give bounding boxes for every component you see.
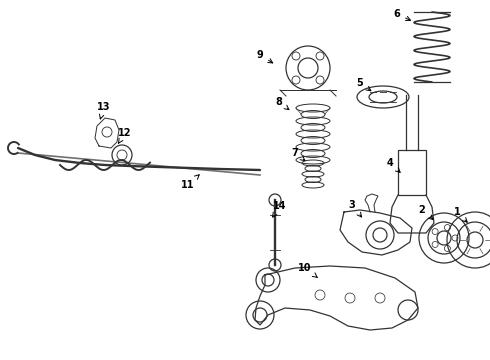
Bar xyxy=(398,150,426,195)
Text: 14: 14 xyxy=(272,201,287,217)
Text: 8: 8 xyxy=(275,97,289,110)
Text: 4: 4 xyxy=(387,158,400,172)
Text: 10: 10 xyxy=(298,263,317,278)
Text: 11: 11 xyxy=(181,175,199,190)
Text: 1: 1 xyxy=(454,207,467,222)
Text: 6: 6 xyxy=(393,9,411,21)
Text: 9: 9 xyxy=(257,50,273,63)
Text: 12: 12 xyxy=(118,128,132,143)
Text: 5: 5 xyxy=(357,78,371,91)
Text: 7: 7 xyxy=(292,148,305,161)
Text: 3: 3 xyxy=(348,200,362,217)
Text: 13: 13 xyxy=(97,102,111,119)
Text: 2: 2 xyxy=(418,205,433,220)
